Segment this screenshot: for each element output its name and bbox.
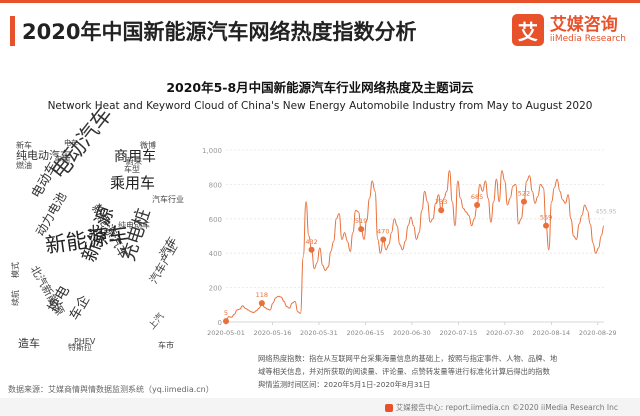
x-tick-label: 2020-05-16 (254, 329, 292, 337)
y-tick-label: 800 (209, 181, 222, 189)
cloud-word: 燃油 (16, 161, 32, 170)
data-point (474, 202, 481, 209)
data-label: 519 (355, 217, 367, 225)
heat-line-chart: 0 200 400 600 800 1,000 2020-05-01 2020-05-16 20… (202, 147, 617, 337)
data-label: 470 (377, 227, 389, 235)
footer-label: 艾媒报告中心: report.iimedia.cn ©2020 iiMedia … (395, 403, 618, 412)
logo-name-cn: 艾媒咨询 (549, 14, 618, 35)
footer-bar: 艾媒报告中心: report.iimedia.cn ©2020 iiMedia … (0, 398, 640, 416)
data-point (438, 207, 445, 214)
data-label: 685 (471, 193, 483, 201)
data-point (520, 198, 527, 205)
data-label: 432 (305, 238, 317, 246)
data-label: 733 (435, 198, 447, 206)
cloud-word: 纯电动汽车 (16, 149, 71, 162)
cloud-word: 纯电动车 (118, 221, 150, 230)
logo-icon: 艾 (511, 14, 544, 46)
logo-name-en: iiMedia Research (549, 33, 626, 44)
note-line: 域等相关信息，并对所获取的阅读量、评论量、点赞转发量等进行标准化计算后得出的指数 (258, 367, 550, 376)
chart-subtitle: Network Heat and Keyword Cloud of China'… (47, 100, 593, 112)
cloud-word: 车企 (67, 292, 94, 323)
cloud-word: 新车 (16, 141, 32, 150)
report-center-icon (384, 404, 393, 412)
data-label: 522 (518, 190, 530, 198)
footer-text: 艾媒报告中心: report.iimedia.cn ©2020 iiMedia … (384, 402, 618, 413)
data-label: 118 (256, 291, 268, 299)
chart-title: 2020年5-8月中国新能源汽车行业网络热度及主题词云 (166, 80, 474, 95)
data-label: 559 (540, 214, 552, 222)
x-tick-label: 2020-07-30 (486, 329, 524, 337)
y-tick-label: 400 (209, 250, 222, 258)
x-tick-label: 2020-06-15 (347, 329, 385, 337)
x-tick-label: 2020-08-29 (579, 329, 616, 337)
cloud-word: PHEV (74, 337, 96, 346)
last-value-label: 455.95 (596, 209, 617, 216)
y-tick-label: 200 (209, 285, 222, 293)
data-label: 5 (224, 309, 228, 317)
cloud-word: 车辆 (54, 155, 70, 164)
cloud-word: 车型 (124, 165, 140, 174)
top-accent-bar (0, 0, 640, 3)
cloud-word: 车市 (158, 341, 174, 350)
cloud-word: 蔚来 (126, 157, 142, 166)
data-point (308, 246, 315, 253)
cloud-word: 上汽 (147, 311, 167, 332)
y-tick-label: 1,000 (202, 147, 222, 155)
x-tick-label: 2020-06-30 (393, 329, 431, 337)
cloud-word: 电车 (64, 139, 78, 147)
x-tick-label: 2020-05-01 (207, 329, 245, 337)
note-line: 舆情监测时间区间：2020年5月1日-2020年8月31日 (258, 380, 431, 389)
page-title: 2020年中国新能源汽车网络热度指数分析 (22, 20, 417, 44)
data-point (223, 318, 229, 325)
cloud-word: 特斯拉 (68, 343, 92, 352)
note-line: 网络热度指数：指在从互联网平台采集海量信息的基础上，按照与指定事件、人物、品牌、… (258, 354, 558, 363)
cloud-word: 商用车 (114, 149, 156, 165)
cloud-word: 续航 (11, 290, 20, 306)
y-tick-label: 600 (209, 216, 222, 224)
x-tick-label: 2020-07-15 (439, 329, 477, 337)
data-source: 数据来源：艾媒商情舆情数据监测系统（yq.iimedia.cn） (8, 385, 214, 394)
keyword-cloud: 新能源车 电动汽车 新能源 充电桩 乘用车 商用车 纯电动汽车 电动车 换电 车企 汽车产业 北汽新能… (8, 103, 198, 360)
x-tick-label: 2020-08-14 (532, 329, 570, 337)
cloud-word: 乘用车 (110, 174, 156, 192)
cloud-word: 模式 (11, 262, 20, 278)
cloud-word: 造车 (18, 337, 40, 350)
brand-logo: 艾 艾媒咨询 iiMedia Research (511, 14, 626, 46)
series-line (225, 170, 605, 322)
data-point (543, 222, 550, 229)
data-point (380, 236, 387, 243)
y-tick-label: 0 (218, 319, 222, 327)
cloud-word: 微博 (140, 141, 156, 150)
title-accent (10, 16, 15, 46)
data-point (258, 300, 265, 307)
x-tick-label: 2020-05-31 (300, 329, 338, 337)
data-point (358, 226, 365, 233)
cloud-word: 汽车行业 (152, 195, 184, 204)
chart-note: 网络热度指数：指在从互联网平台采集海量信息的基础上，按照与指定事件、人物、品牌、… (258, 352, 630, 391)
